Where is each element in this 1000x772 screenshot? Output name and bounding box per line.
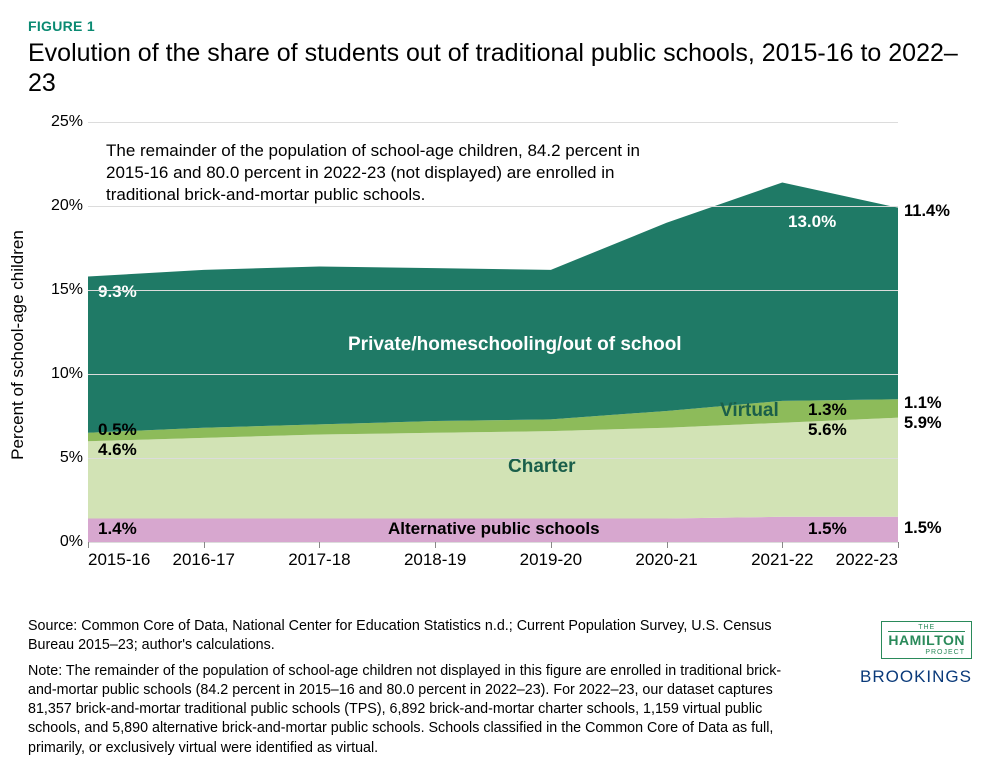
inset-note: The remainder of the population of schoo… [106,140,666,206]
x-tick-label: 2019-20 [520,550,582,570]
val-virtual-2022: 1.1% [904,394,942,413]
x-tick-label: 2021-22 [751,550,813,570]
footer: Source: Common Core of Data, National Ce… [28,617,972,764]
grid-line [88,374,898,375]
source-text: Source: Common Core of Data, National Ce… [28,617,812,656]
val-charter-2021: 5.6% [808,420,847,440]
series-label-private: Private/homeschooling/out of school [348,334,682,356]
x-tick-label: 2020-21 [635,550,697,570]
val-charter-2022: 5.9% [904,414,942,433]
y-tick-label: 15% [38,281,83,299]
chart-container: Percent of school-age children The remai… [28,112,972,577]
x-tick-mark [898,542,899,548]
val-virtual-2015: 0.5% [98,420,137,440]
area-private-homeschooling-out-of-school [88,182,898,432]
chart-title: Evolution of the share of students out o… [28,38,972,98]
y-axis-label: Percent of school-age children [8,230,28,460]
x-tick-label: 2018-19 [404,550,466,570]
x-tick-mark [782,542,783,548]
val-alt-2015: 1.4% [98,519,137,539]
hamilton-logo: THE HAMILTON PROJECT [881,621,972,659]
y-tick-label: 10% [38,365,83,383]
val-alt-2021: 1.5% [808,519,847,539]
grid-line [88,458,898,459]
grid-line [88,122,898,123]
val-charter-2015: 4.6% [98,440,137,460]
logos: THE HAMILTON PROJECT BROOKINGS [832,617,972,687]
note-text: Note: The remainder of the population of… [28,662,812,758]
y-tick-label: 0% [38,533,83,551]
x-tick-label: 2022-23 [836,550,898,570]
series-label-virtual: Virtual [720,400,779,422]
x-tick-mark [435,542,436,548]
x-tick-label: 2015-16 [88,550,150,570]
series-label-alternative: Alternative public schools [388,519,600,539]
x-tick-label: 2016-17 [173,550,235,570]
val-private-2015: 9.3% [98,282,137,302]
x-tick-mark [667,542,668,548]
val-private-2021: 13.0% [788,212,836,232]
y-tick-label: 20% [38,197,83,215]
x-tick-label: 2017-18 [288,550,350,570]
y-tick-label: 5% [38,449,83,467]
val-alt-2022: 1.5% [904,519,942,538]
grid-line [88,542,898,543]
x-tick-mark [88,542,89,548]
figure-label: FIGURE 1 [28,18,972,34]
x-tick-mark [551,542,552,548]
val-virtual-2021: 1.3% [808,400,847,420]
x-tick-mark [204,542,205,548]
footnotes: Source: Common Core of Data, National Ce… [28,617,812,764]
grid-line [88,206,898,207]
brookings-logo: BROOKINGS [860,667,972,687]
val-private-2022: 11.4% [904,202,950,221]
x-tick-mark [319,542,320,548]
grid-line [88,290,898,291]
plot-area: The remainder of the population of schoo… [88,122,948,542]
series-label-charter: Charter [508,456,576,478]
y-tick-label: 25% [38,113,83,131]
